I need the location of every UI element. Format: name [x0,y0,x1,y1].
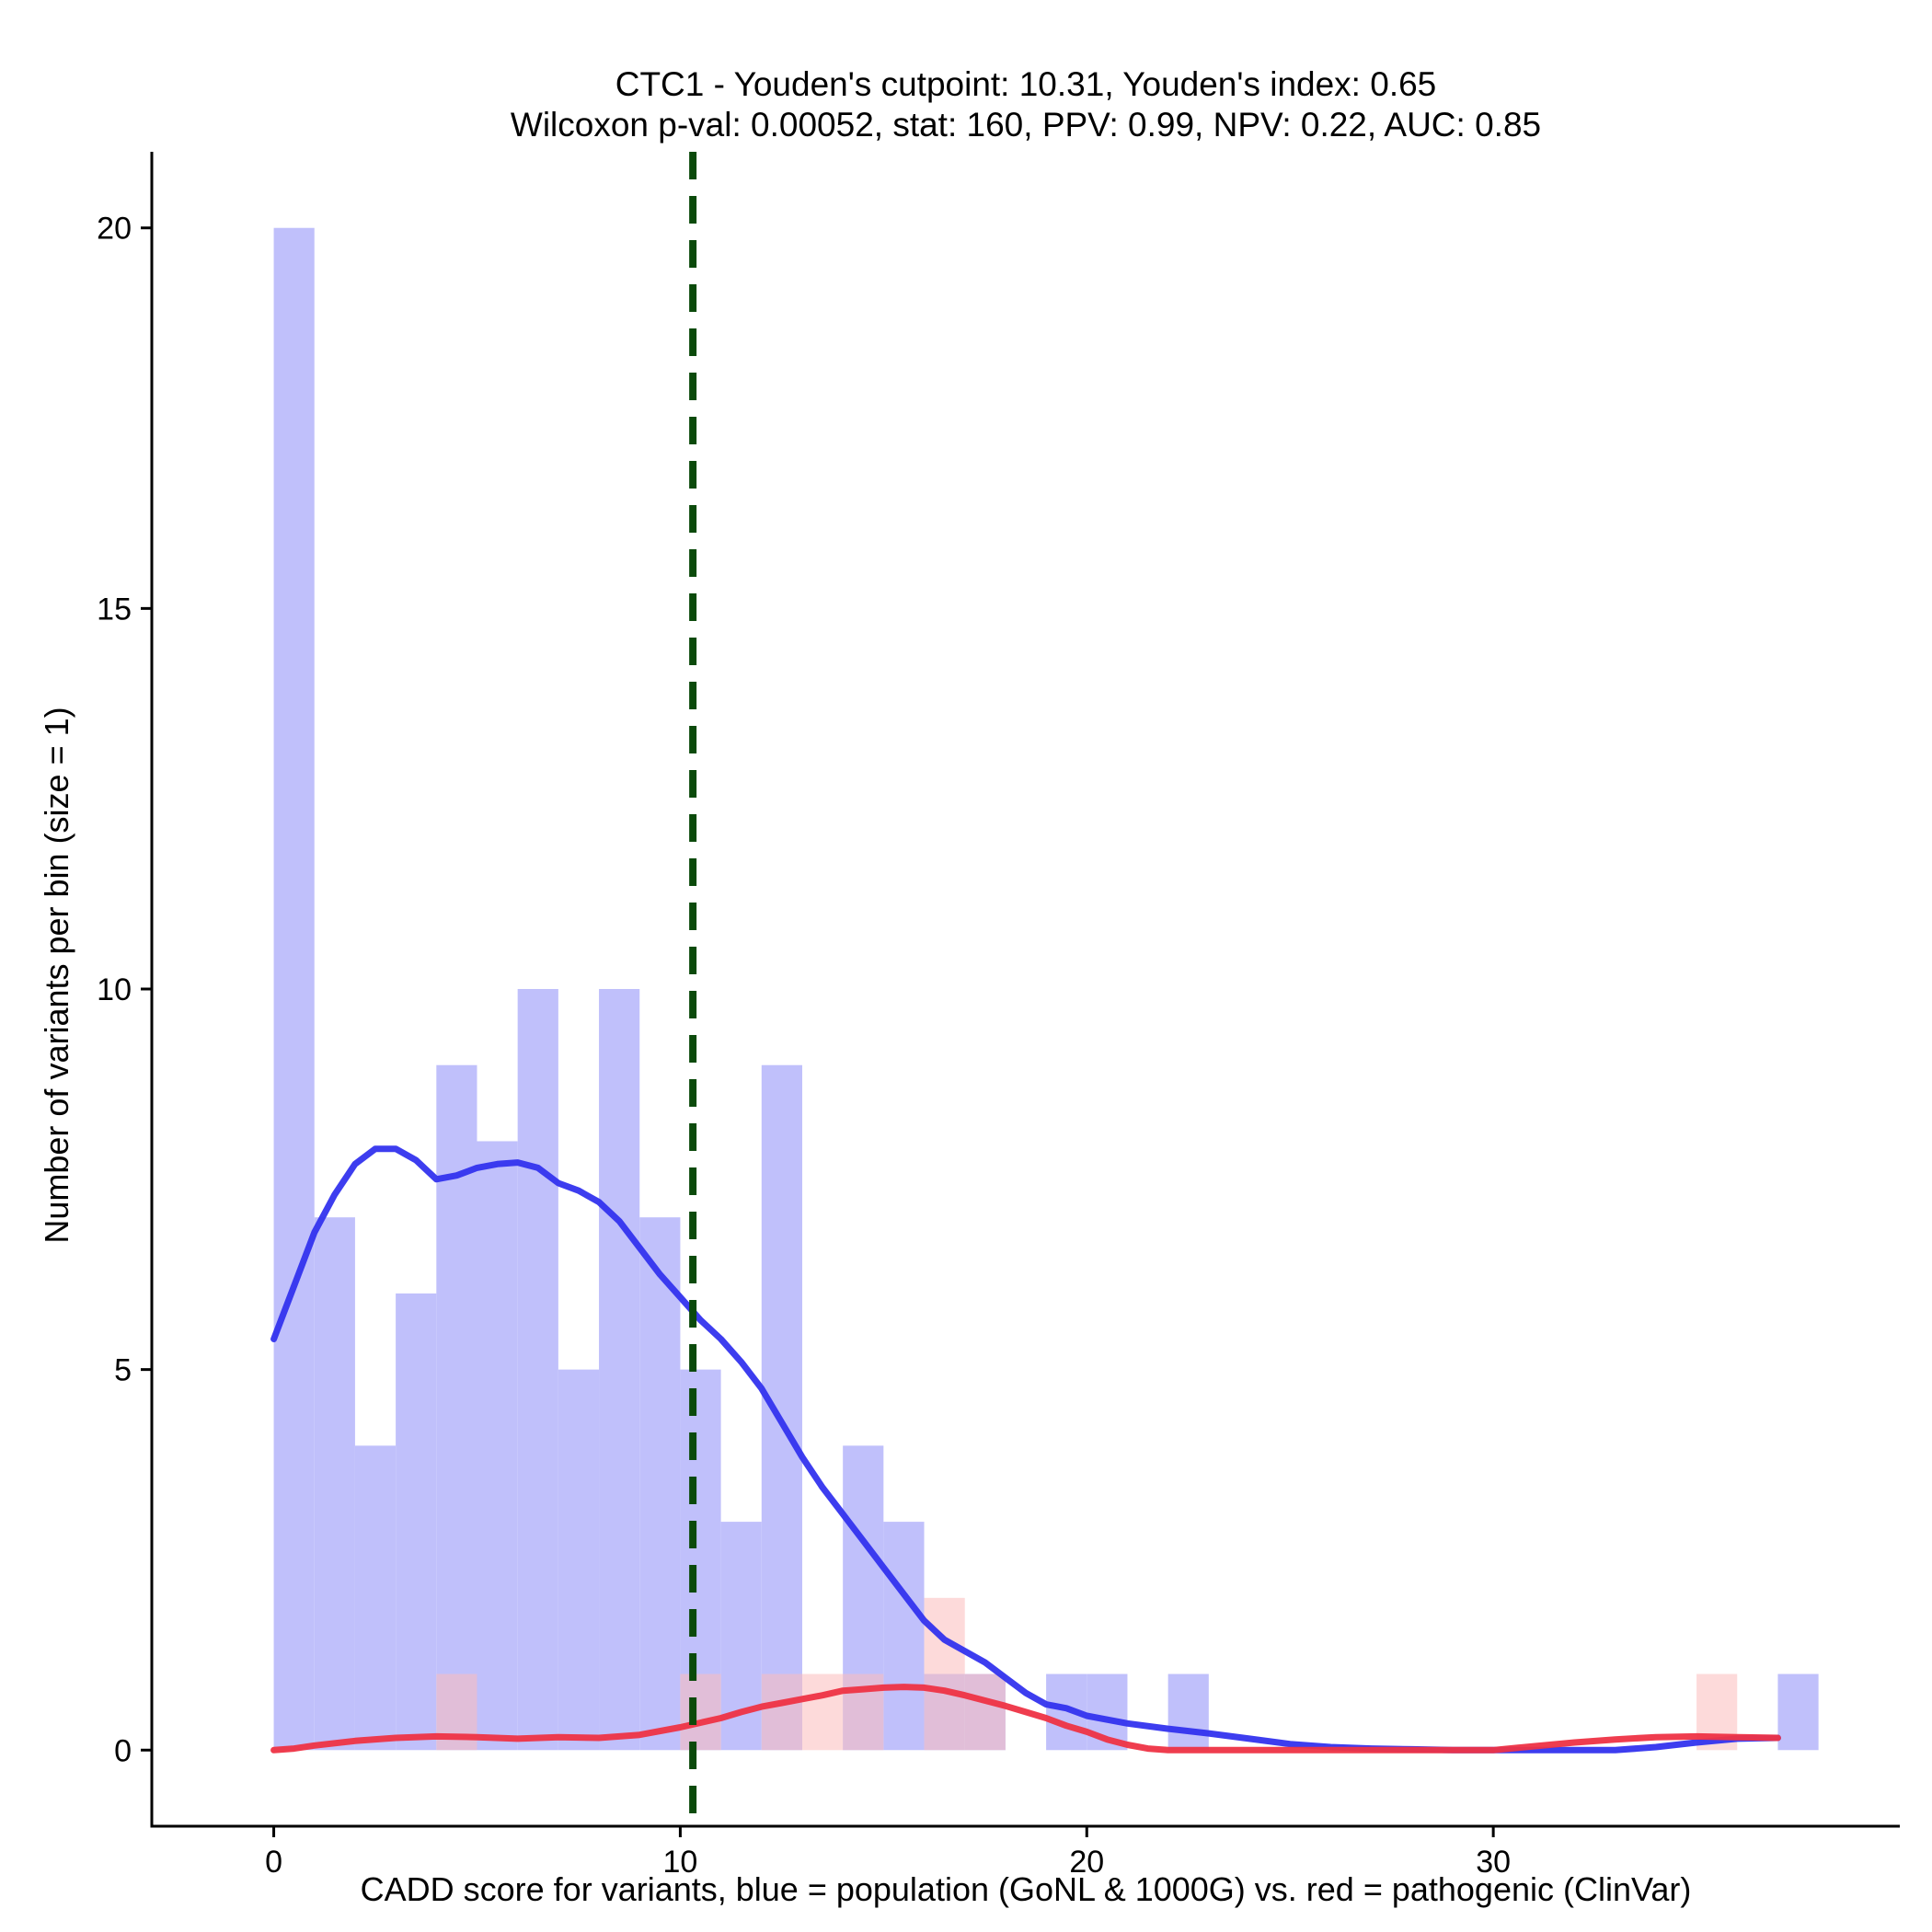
population-bar-6 [517,989,558,1751]
population-bar-7 [558,1369,600,1751]
population-bar-15 [883,1522,925,1751]
population-bar-1 [314,1217,355,1751]
pathogenic-bar-17 [964,1673,1006,1751]
chart-subtitle: Wilcoxon p-val: 0.00052, stat: 160, PPV:… [511,106,1541,144]
population-bars [273,227,1819,1751]
x-axis-label: CADD score for variants, blue = populati… [361,1870,1692,1908]
population-bar-22 [1167,1673,1209,1751]
population-bar-3 [396,1293,437,1751]
x-ticks: 0 10 20 30 [265,1826,1511,1880]
population-bar-2 [354,1445,397,1751]
y-tick-label-0: 0 [114,1733,132,1768]
x-tick-label-10: 10 [663,1845,698,1880]
population-bar-12 [761,1064,802,1751]
x-tick-label-20: 20 [1069,1845,1104,1880]
pathogenic-bar-16 [924,1597,965,1751]
population-bar-9 [639,1217,681,1751]
density-lines [270,1145,1781,1754]
pathogenic-bar-12 [761,1673,802,1751]
y-tick-label-5: 5 [114,1353,132,1388]
population-bar-0 [273,227,315,1751]
y-tick-label-10: 10 [97,972,132,1007]
population-bar-8 [599,989,640,1751]
population-bar-5 [477,1141,518,1751]
pathogenic-density-line [270,1684,1781,1754]
x-tick-label-30: 30 [1476,1845,1511,1880]
population-bar-37 [1777,1673,1819,1751]
y-tick-label-20: 20 [97,212,132,247]
pathogenic-bar-13 [801,1673,844,1751]
y-ticks: 0 5 10 15 20 [97,212,152,1768]
x-tick-label-0: 0 [265,1845,282,1880]
y-tick-label-15: 15 [97,592,132,627]
pathogenic-bar-10 [680,1673,721,1751]
y-axis-label: Number of variants per bin (size = 1) [38,707,75,1243]
chart-title: CTC1 - Youden's cutpoint: 10.31, Youden'… [615,65,1437,103]
